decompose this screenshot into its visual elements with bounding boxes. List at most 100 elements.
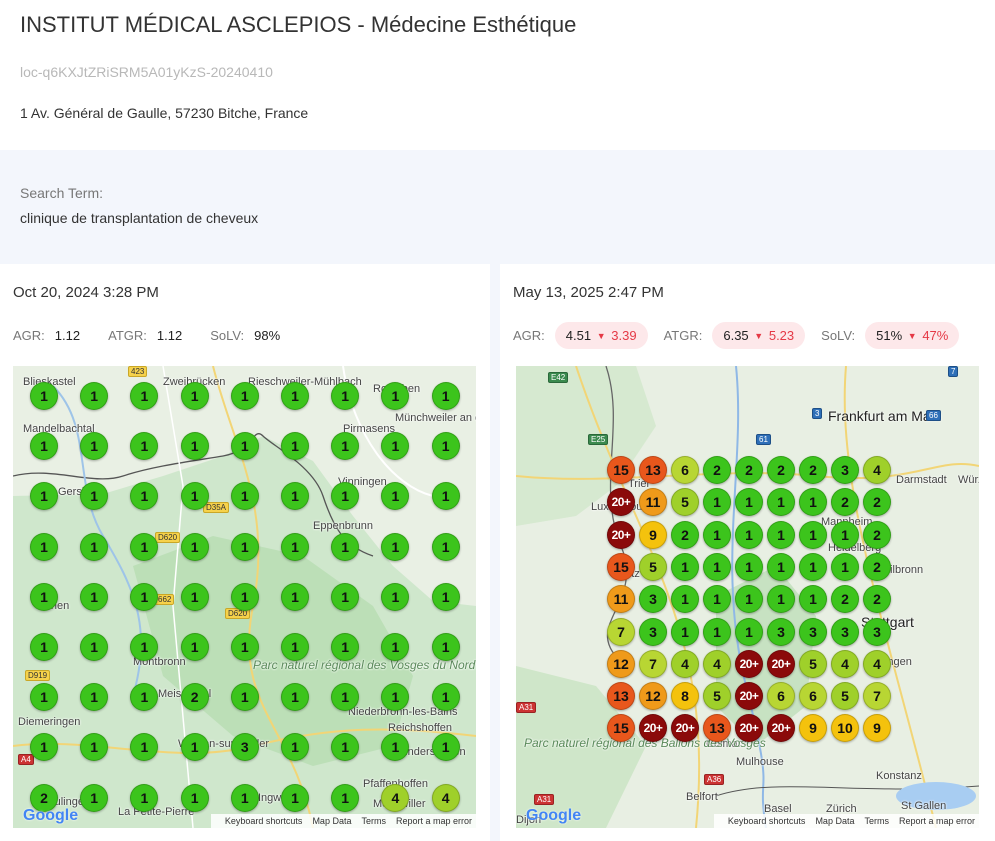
report-map-error-link[interactable]: Report a map error xyxy=(898,816,975,826)
rank-pin[interactable]: 1 xyxy=(735,617,763,646)
rank-pin[interactable]: 1 xyxy=(767,488,795,517)
rank-pin[interactable]: 1 xyxy=(130,432,159,461)
rank-pin[interactable]: 1 xyxy=(281,783,309,812)
terms-link[interactable]: Terms xyxy=(361,816,386,826)
rank-pin[interactable]: 1 xyxy=(230,783,259,812)
rank-pin[interactable]: 3 xyxy=(831,456,859,484)
rank-pin[interactable]: 9 xyxy=(639,520,667,549)
rank-pin[interactable]: 1 xyxy=(230,432,259,461)
rank-pin[interactable]: 20+ xyxy=(767,649,795,678)
rank-pin[interactable]: 1 xyxy=(30,482,58,511)
rank-pin[interactable]: 2 xyxy=(863,488,891,517)
rank-pin[interactable]: 1 xyxy=(735,520,763,549)
rank-pin[interactable]: 1 xyxy=(431,482,460,511)
rank-pin[interactable]: 1 xyxy=(703,552,731,581)
rank-pin[interactable]: 4 xyxy=(831,649,859,678)
report-map-error-link[interactable]: Report a map error xyxy=(395,816,472,826)
rank-pin[interactable]: 7 xyxy=(863,682,891,711)
rank-pin[interactable]: 2 xyxy=(863,520,891,549)
rank-pin[interactable]: 9 xyxy=(799,714,827,743)
rank-pin[interactable]: 1 xyxy=(735,585,763,614)
rank-pin[interactable]: 4 xyxy=(863,456,891,484)
rank-pin[interactable]: 10 xyxy=(831,714,859,743)
rank-pin[interactable]: 1 xyxy=(30,633,58,661)
rank-pin[interactable]: 1 xyxy=(130,532,159,561)
rank-pin[interactable]: 4 xyxy=(703,649,731,678)
rank-pin[interactable]: 1 xyxy=(703,488,731,517)
rank-pin[interactable]: 1 xyxy=(30,733,58,762)
rank-pin[interactable]: 1 xyxy=(180,733,209,762)
rank-pin[interactable]: 1 xyxy=(799,520,827,549)
rank-pin[interactable]: 7 xyxy=(607,617,635,646)
rank-pin[interactable]: 5 xyxy=(831,682,859,711)
rank-pin[interactable]: 1 xyxy=(381,532,410,561)
rank-pin[interactable]: 1 xyxy=(180,633,209,661)
rank-pin[interactable]: 5 xyxy=(703,682,731,711)
rank-pin[interactable]: 1 xyxy=(80,582,109,611)
rank-pin[interactable]: 2 xyxy=(831,488,859,517)
terms-link[interactable]: Terms xyxy=(864,816,889,826)
keyboard-shortcuts-link[interactable]: Keyboard shortcuts xyxy=(224,816,303,826)
rank-pin[interactable]: 11 xyxy=(639,488,667,517)
rank-pin[interactable]: 20+ xyxy=(639,714,667,743)
rank-pin[interactable]: 1 xyxy=(799,552,827,581)
rank-pin[interactable]: 1 xyxy=(703,585,731,614)
rank-pin[interactable]: 11 xyxy=(607,585,635,614)
rank-pin[interactable]: 1 xyxy=(799,488,827,517)
rank-pin[interactable]: 1 xyxy=(431,683,460,712)
rank-pin[interactable]: 20+ xyxy=(607,488,635,517)
rank-pin[interactable]: 1 xyxy=(331,633,360,661)
rank-pin[interactable]: 1 xyxy=(671,617,699,646)
rank-pin[interactable]: 1 xyxy=(130,633,159,661)
rank-pin[interactable]: 1 xyxy=(30,382,58,410)
rank-pin[interactable]: 1 xyxy=(671,552,699,581)
rank-pin[interactable]: 4 xyxy=(431,783,460,812)
rank-pin[interactable]: 1 xyxy=(381,683,410,712)
rank-pin[interactable]: 5 xyxy=(799,649,827,678)
rank-pin[interactable]: 1 xyxy=(230,382,259,410)
rank-pin[interactable]: 1 xyxy=(331,482,360,511)
rank-pin[interactable]: 1 xyxy=(80,532,109,561)
rank-pin[interactable]: 20+ xyxy=(607,520,635,549)
rank-pin[interactable]: 1 xyxy=(80,733,109,762)
rank-pin[interactable]: 4 xyxy=(863,649,891,678)
rank-pin[interactable]: 1 xyxy=(281,582,309,611)
rank-pin[interactable]: 1 xyxy=(80,432,109,461)
rank-pin[interactable]: 1 xyxy=(381,582,410,611)
rank-pin[interactable]: 5 xyxy=(671,488,699,517)
rank-pin[interactable]: 1 xyxy=(381,382,410,410)
rank-pin[interactable]: 1 xyxy=(130,733,159,762)
rank-pin[interactable]: 20+ xyxy=(735,714,763,743)
rank-pin[interactable]: 12 xyxy=(607,649,635,678)
rank-pin[interactable]: 1 xyxy=(180,382,209,410)
rank-pin[interactable]: 9 xyxy=(863,714,891,743)
rank-pin[interactable]: 4 xyxy=(381,783,410,812)
rank-pin[interactable]: 6 xyxy=(799,682,827,711)
rank-pin[interactable]: 1 xyxy=(80,683,109,712)
rank-pin[interactable]: 1 xyxy=(180,432,209,461)
rank-pin[interactable]: 1 xyxy=(230,532,259,561)
rank-pin[interactable]: 1 xyxy=(130,582,159,611)
rank-pin[interactable]: 1 xyxy=(381,633,410,661)
rank-pin[interactable]: 1 xyxy=(281,382,309,410)
rank-pin[interactable]: 1 xyxy=(431,733,460,762)
rank-pin[interactable]: 1 xyxy=(180,783,209,812)
rank-pin[interactable]: 2 xyxy=(863,585,891,614)
rank-pin[interactable]: 1 xyxy=(767,585,795,614)
rank-pin[interactable]: 13 xyxy=(639,456,667,484)
rank-pin[interactable]: 1 xyxy=(230,582,259,611)
rank-pin[interactable]: 15 xyxy=(607,456,635,484)
rank-pin[interactable]: 1 xyxy=(80,783,109,812)
rank-pin[interactable]: 13 xyxy=(607,682,635,711)
rank-pin[interactable]: 3 xyxy=(639,617,667,646)
rank-pin[interactable]: 20+ xyxy=(735,649,763,678)
rank-pin[interactable]: 1 xyxy=(431,382,460,410)
rank-pin[interactable]: 1 xyxy=(767,520,795,549)
rank-grid-map[interactable]: Frankfurt am MainDarmstadtWürzburgTrierL… xyxy=(516,366,979,828)
rank-pin[interactable]: 2 xyxy=(831,585,859,614)
rank-pin[interactable]: 1 xyxy=(180,532,209,561)
rank-pin[interactable]: 7 xyxy=(639,649,667,678)
rank-pin[interactable]: 1 xyxy=(130,783,159,812)
rank-pin[interactable]: 15 xyxy=(607,714,635,743)
rank-pin[interactable]: 20+ xyxy=(735,682,763,711)
